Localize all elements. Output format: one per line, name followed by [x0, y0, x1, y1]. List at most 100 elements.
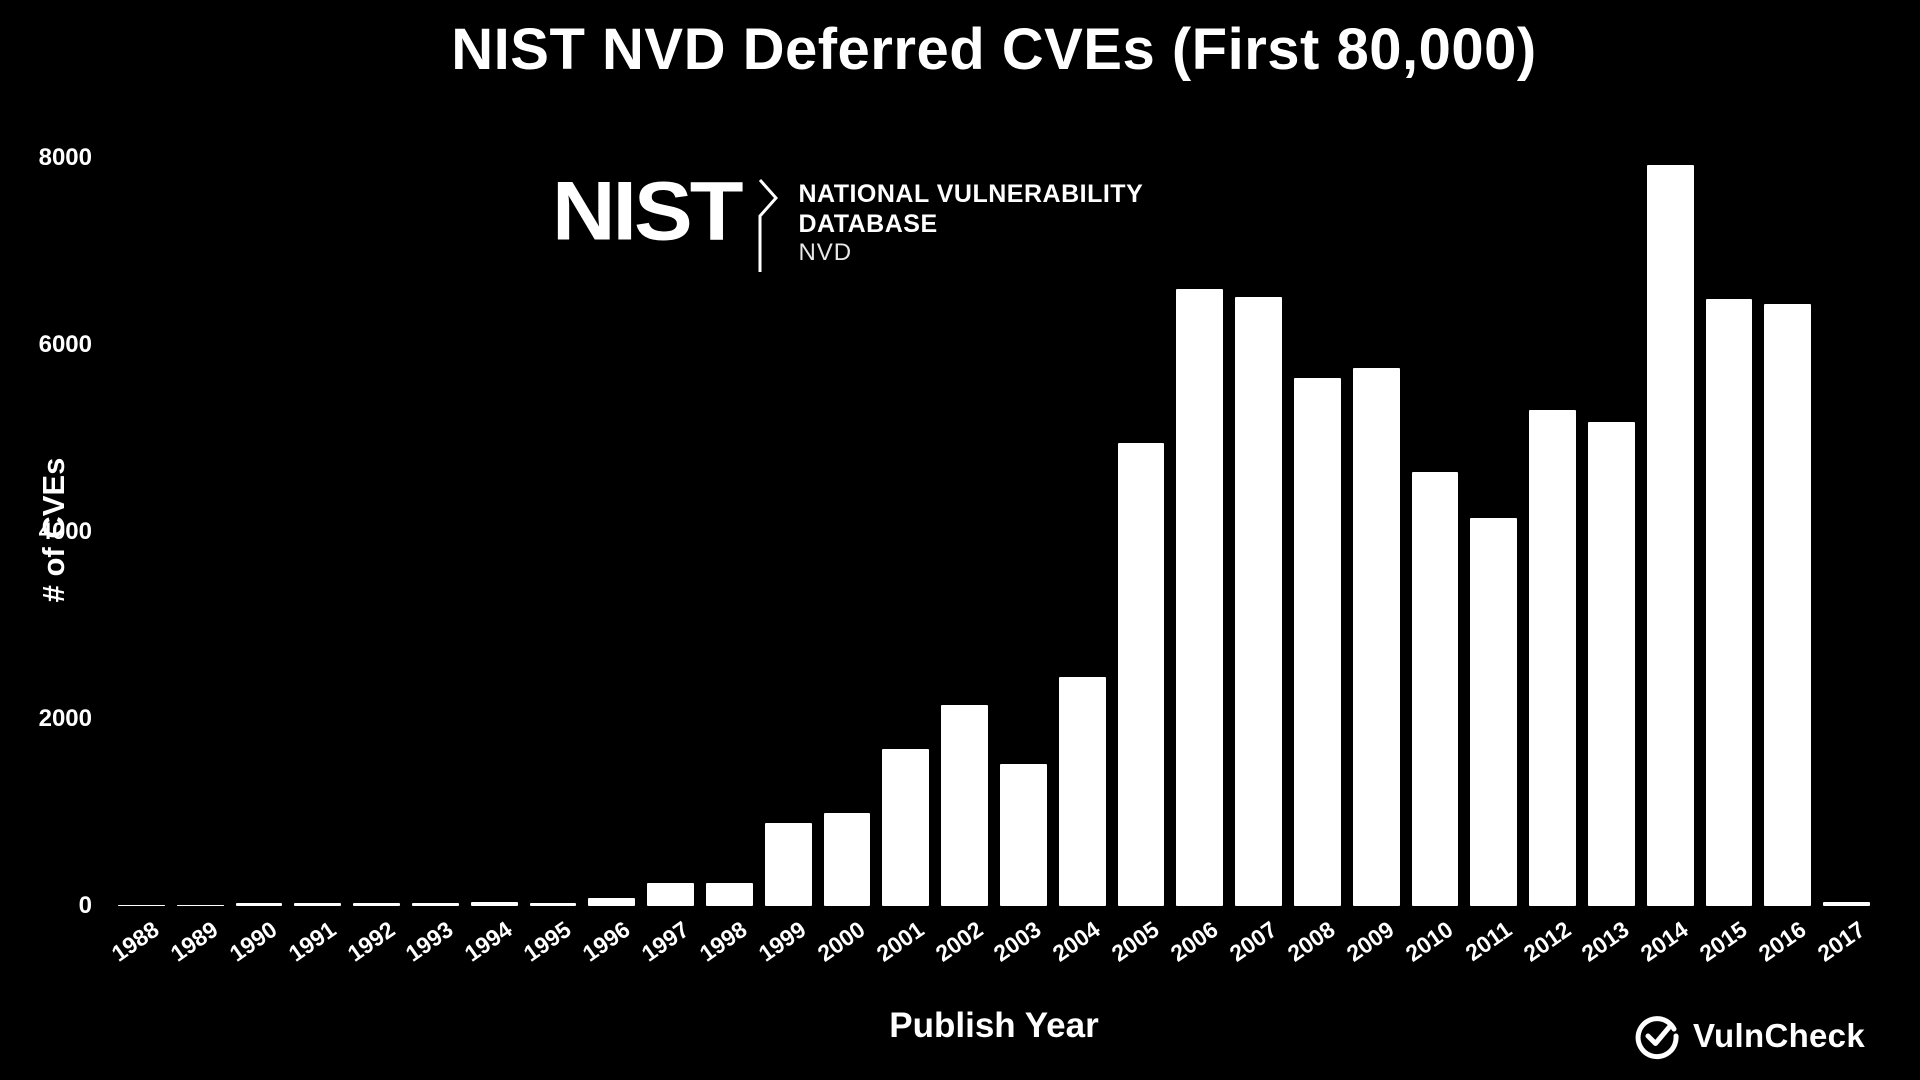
bar-2000: [823, 812, 871, 906]
bar-1996: [588, 897, 636, 906]
bar-column: 2004: [1048, 158, 1106, 967]
bar-column: 2017: [1812, 158, 1870, 967]
bar-column: 1998: [695, 158, 753, 967]
x-tick-label: 1994: [459, 916, 517, 967]
x-tick-label: 2000: [812, 916, 870, 967]
bar-column: 2016: [1753, 158, 1812, 967]
bar-column: 2015: [1695, 158, 1753, 967]
x-tick-label: 2004: [1047, 916, 1105, 967]
bar-column: 2006: [1165, 158, 1224, 967]
bar-1995: [529, 903, 577, 906]
y-axis: 0 2000 4000 6000 8000: [0, 144, 106, 919]
x-tick-label: 2005: [1106, 916, 1164, 967]
x-axis-label: Publish Year: [889, 1006, 1099, 1045]
bar-2016: [1764, 303, 1812, 906]
bar-2003: [999, 763, 1047, 906]
x-tick-label: 2009: [1341, 916, 1399, 967]
bar-column: 2003: [989, 158, 1047, 967]
bar-2010: [1411, 472, 1459, 906]
bar-2013: [1587, 421, 1635, 906]
bar-1992: [353, 902, 400, 906]
x-tick-label: 2010: [1400, 916, 1458, 967]
x-tick-label: 2011: [1460, 916, 1517, 966]
bar-2014: [1646, 165, 1694, 906]
x-tick-label: 1989: [165, 916, 223, 967]
bar-2002: [941, 704, 988, 906]
x-tick-label: 1990: [224, 916, 282, 967]
bar-column: 2000: [813, 158, 871, 967]
bar-2007: [1235, 297, 1282, 906]
chart-title: NIST NVD Deferred CVEs (First 80,000): [451, 17, 1537, 82]
bar-column: 2012: [1518, 158, 1576, 967]
x-tick-label: 1998: [695, 916, 752, 967]
y-tick-label: 4000: [38, 518, 92, 545]
bar-1994: [470, 902, 518, 906]
x-tick-label: 1997: [636, 916, 694, 967]
y-tick-label: 2000: [38, 705, 92, 732]
bar-1988: [118, 905, 165, 906]
bar-2001: [882, 748, 930, 906]
nvd-logo: NIST NATIONAL VULNERABILITY DATABASE NVD: [552, 163, 1143, 274]
nvd-logo-line2: DATABASE: [798, 209, 938, 238]
x-tick-label: 1993: [401, 916, 458, 967]
bar-column: 2007: [1224, 158, 1282, 967]
bar-column: 2008: [1283, 158, 1341, 967]
bar-column: 2009: [1342, 158, 1400, 967]
bar-column: 2013: [1577, 158, 1635, 967]
y-tick-label: 0: [78, 892, 92, 919]
bar-column: 1996: [578, 158, 636, 967]
nvd-logo-line1: NATIONAL VULNERABILITY: [798, 180, 1144, 208]
vulncheck-logo: VulnCheck: [1633, 1012, 1865, 1060]
bar-column: 1997: [636, 158, 694, 967]
bar-1997: [647, 882, 694, 906]
nist-wordmark: NIST: [552, 163, 743, 258]
x-tick-label: 1995: [518, 916, 576, 967]
bar-column: 1995: [519, 158, 577, 967]
x-tick-label: 2007: [1224, 916, 1282, 967]
bar-column: 2011: [1460, 158, 1518, 966]
bar-column: 1991: [284, 158, 342, 967]
x-tick-label: 1996: [577, 916, 635, 967]
bar-2005: [1117, 443, 1165, 906]
bar-column: 1994: [460, 158, 518, 967]
bar-column: 2001: [872, 158, 930, 967]
nvd-logo-text: NATIONAL VULNERABILITY DATABASE NVD: [798, 180, 1143, 267]
x-tick-label: 2001: [871, 916, 929, 967]
bar-2011: [1470, 517, 1518, 906]
bar-column: 1989: [166, 158, 224, 967]
bar-1998: [705, 882, 753, 906]
x-tick-label: 1991: [283, 916, 341, 967]
bar-column: 1999: [754, 158, 812, 967]
x-tick-label: 2006: [1165, 916, 1223, 967]
y-tick-label: 6000: [38, 331, 92, 358]
bar-1989: [176, 905, 224, 906]
bar-column: 2005: [1107, 158, 1165, 967]
bar-column: 2002: [930, 158, 988, 967]
bar-column: 2010: [1401, 158, 1459, 967]
y-tick-label: 8000: [38, 144, 92, 171]
x-tick-label: 2016: [1753, 916, 1811, 967]
x-tick-label: 2012: [1518, 916, 1576, 967]
bar-1999: [764, 822, 812, 906]
x-tick-label: 2008: [1283, 916, 1340, 967]
plot-area: 1988 1989 1990 1991 1992 1993 1994 1995 1996 1997…: [107, 158, 1870, 967]
bar-column: 1992: [342, 158, 400, 967]
bar-1990: [235, 902, 283, 906]
bar-column: 1988: [107, 158, 165, 967]
bar-column: 1990: [225, 158, 283, 967]
bar-2004: [1058, 676, 1106, 906]
bar-1991: [294, 902, 342, 906]
vulncheck-label: VulnCheck: [1692, 1017, 1865, 1054]
bar-2017: [1823, 902, 1870, 906]
bar-2015: [1705, 299, 1753, 906]
bar-column: 2014: [1636, 158, 1694, 967]
x-tick-label: 2015: [1694, 916, 1752, 967]
nvd-logo-divider-icon: [758, 179, 779, 272]
x-tick-label: 2017: [1812, 916, 1870, 967]
bar-1993: [411, 902, 459, 906]
x-tick-label: 1988: [107, 916, 164, 967]
bar-column: 1993: [401, 158, 459, 967]
nvd-logo-line3: NVD: [798, 239, 853, 266]
vulncheck-check-icon: [1635, 1016, 1679, 1060]
